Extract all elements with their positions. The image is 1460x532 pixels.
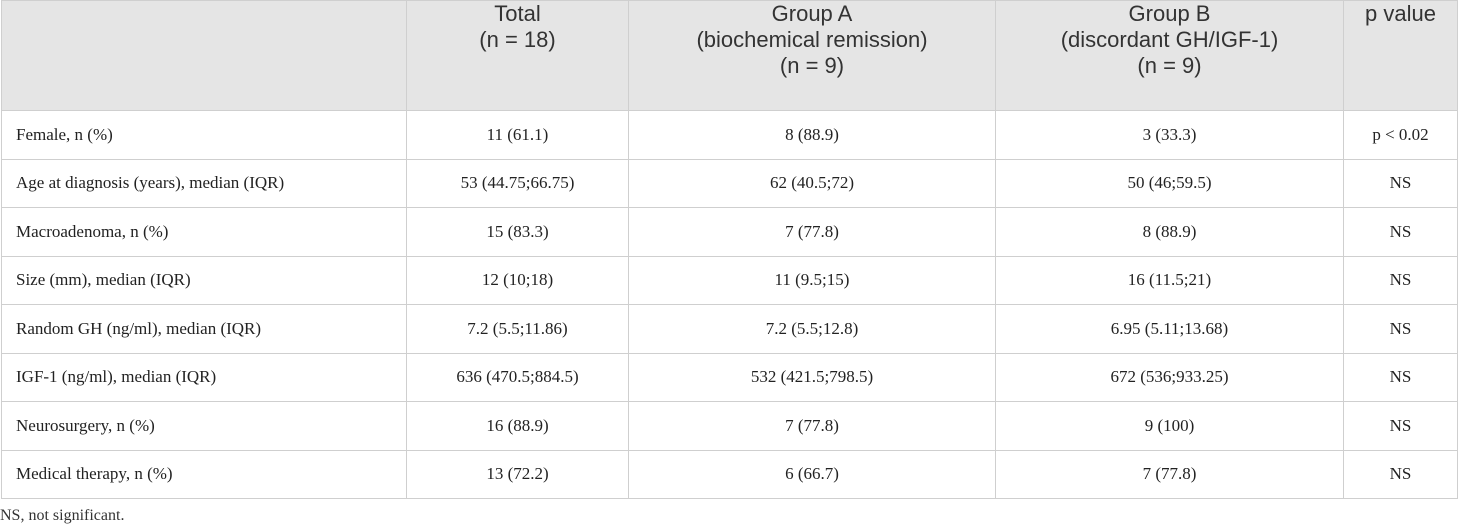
cell-total: 636 (470.5;884.5) xyxy=(406,352,629,402)
table-row: Female, n (%) 11 (61.1) 8 (88.9) 3 (33.3… xyxy=(1,110,1458,160)
table-footnote: NS, not significant. xyxy=(0,507,125,524)
column-header-line: (discordant GH/IGF-1) xyxy=(1060,27,1279,52)
cell-p-value: NS xyxy=(1343,352,1458,402)
cell-total: 15 (83.3) xyxy=(406,207,629,257)
cell-p-value: NS xyxy=(1343,207,1458,257)
cell-group-a: 6 (66.7) xyxy=(628,449,996,499)
cell-group-a: 62 (40.5;72) xyxy=(628,158,996,208)
cell-group-a: 11 (9.5;15) xyxy=(628,255,996,305)
cell-p-value: p < 0.02 xyxy=(1343,110,1458,160)
table-row: Age at diagnosis (years), median (IQR) 5… xyxy=(1,158,1458,208)
column-header-line: (n = 9) xyxy=(779,53,845,78)
cell-group-a: 532 (421.5;798.5) xyxy=(628,352,996,402)
column-header-line: p value xyxy=(1365,1,1436,26)
row-label: Macroadenoma, n (%) xyxy=(1,207,407,257)
column-header-p-value: p value xyxy=(1343,0,1458,111)
table-row: Size (mm), median (IQR) 12 (10;18) 11 (9… xyxy=(1,255,1458,305)
header-row: Total (n = 18) Group A (biochemical remi… xyxy=(1,0,1458,111)
row-label: Neurosurgery, n (%) xyxy=(1,401,407,451)
column-header-label xyxy=(1,0,407,111)
column-header-line: Total xyxy=(494,1,541,26)
cell-group-b: 3 (33.3) xyxy=(995,110,1344,160)
table-row: Macroadenoma, n (%) 15 (83.3) 7 (77.8) 8… xyxy=(1,207,1458,257)
cell-group-b: 6.95 (5.11;13.68) xyxy=(995,304,1344,354)
cell-p-value: NS xyxy=(1343,158,1458,208)
data-table: Total (n = 18) Group A (biochemical remi… xyxy=(1,0,1458,499)
cell-group-b: 672 (536;933.25) xyxy=(995,352,1344,402)
row-label: Age at diagnosis (years), median (IQR) xyxy=(1,158,407,208)
cell-total: 7.2 (5.5;11.86) xyxy=(406,304,629,354)
cell-p-value: NS xyxy=(1343,255,1458,305)
cell-total: 12 (10;18) xyxy=(406,255,629,305)
row-label: Random GH (ng/ml), median (IQR) xyxy=(1,304,407,354)
column-header-line: Group B xyxy=(1128,1,1211,26)
cell-p-value: NS xyxy=(1343,401,1458,451)
cell-group-b: 7 (77.8) xyxy=(995,449,1344,499)
table-row: IGF-1 (ng/ml), median (IQR) 636 (470.5;8… xyxy=(1,352,1458,402)
cell-group-b: 9 (100) xyxy=(995,401,1344,451)
row-label: Female, n (%) xyxy=(1,110,407,160)
cell-group-a: 7.2 (5.5;12.8) xyxy=(628,304,996,354)
table-row: Medical therapy, n (%) 13 (72.2) 6 (66.7… xyxy=(1,449,1458,499)
column-header-line: (n = 9) xyxy=(1137,53,1202,78)
cell-group-b: 50 (46;59.5) xyxy=(995,158,1344,208)
row-label: IGF-1 (ng/ml), median (IQR) xyxy=(1,352,407,402)
table-row: Random GH (ng/ml), median (IQR) 7.2 (5.5… xyxy=(1,304,1458,354)
column-header-line: (n = 18) xyxy=(479,27,556,52)
cell-total: 13 (72.2) xyxy=(406,449,629,499)
cell-group-a: 7 (77.8) xyxy=(628,207,996,257)
cell-p-value: NS xyxy=(1343,304,1458,354)
row-label: Size (mm), median (IQR) xyxy=(1,255,407,305)
column-header-total: Total (n = 18) xyxy=(406,0,629,111)
row-label: Medical therapy, n (%) xyxy=(1,449,407,499)
column-header-line: Group A xyxy=(771,1,853,26)
cell-group-a: 7 (77.8) xyxy=(628,401,996,451)
cell-p-value: NS xyxy=(1343,449,1458,499)
column-header-line: (biochemical remission) xyxy=(696,27,928,52)
column-header-group-a: Group A (biochemical remission) (n = 9) xyxy=(628,0,996,111)
cell-group-b: 16 (11.5;21) xyxy=(995,255,1344,305)
cell-total: 11 (61.1) xyxy=(406,110,629,160)
column-header-group-b: Group B (discordant GH/IGF-1) (n = 9) xyxy=(995,0,1344,111)
table-row: Neurosurgery, n (%) 16 (88.9) 7 (77.8) 9… xyxy=(1,401,1458,451)
cell-group-b: 8 (88.9) xyxy=(995,207,1344,257)
cell-total: 16 (88.9) xyxy=(406,401,629,451)
cell-group-a: 8 (88.9) xyxy=(628,110,996,160)
cell-total: 53 (44.75;66.75) xyxy=(406,158,629,208)
